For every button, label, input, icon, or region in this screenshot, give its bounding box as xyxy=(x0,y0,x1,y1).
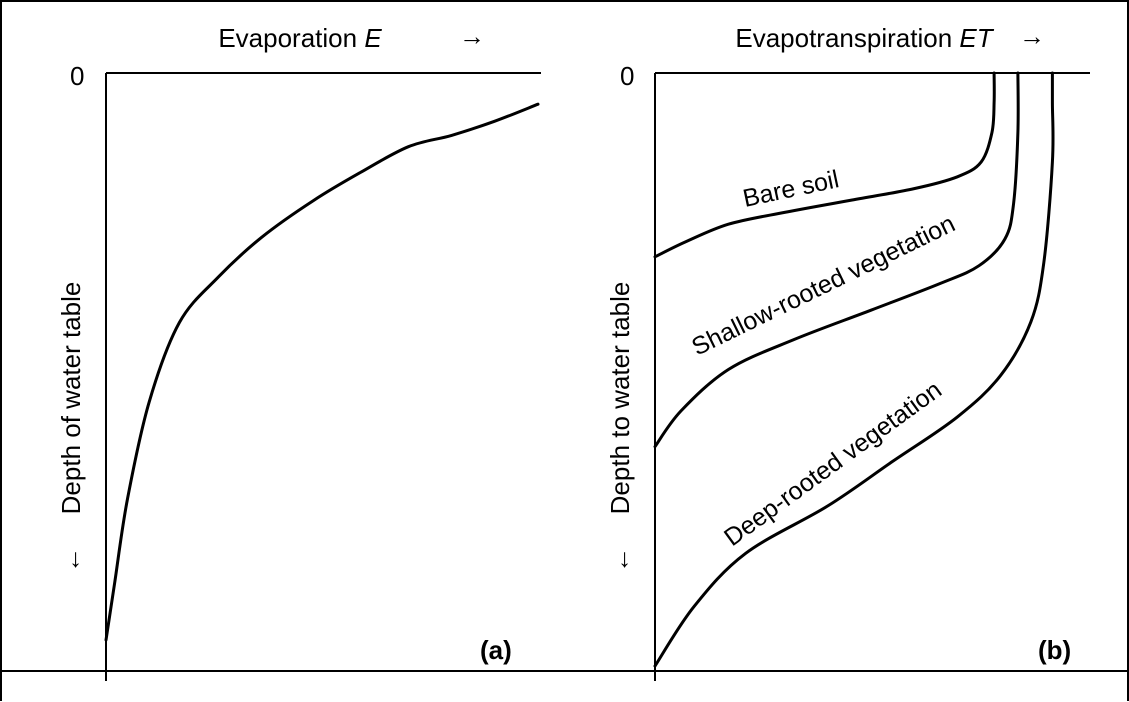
panel-b-x-label-text: Evapotranspiration xyxy=(735,23,952,53)
panel-b-y-tick-0: 0 xyxy=(620,61,634,91)
panel-b-label: (b) xyxy=(1038,635,1071,665)
panel-b-shallow-rooted-curve xyxy=(653,71,1020,449)
panel-b-y-label: Depth to water table xyxy=(605,282,635,515)
panel-a-evaporation-curve xyxy=(104,102,540,642)
panel-a-x-label-symbol: E xyxy=(364,23,382,53)
panel-a-label: (a) xyxy=(480,635,512,665)
panel-b-x-label-symbol: ET xyxy=(959,23,994,53)
panel-a: 0 Evaporation E → Depth of water table ←… xyxy=(56,21,541,681)
panel-b-bare-soil-curve xyxy=(653,71,996,259)
panel-b-shallow-rooted-label: Shallow-rooted vegetation xyxy=(687,210,959,362)
panel-a-x-label: Evaporation E xyxy=(218,23,382,53)
panel-b-y-arrow: ← xyxy=(605,547,635,573)
panel-a-x-label-text: Evaporation xyxy=(218,23,357,53)
panel-b-deep-rooted-label: Deep-rooted vegetation xyxy=(719,376,947,552)
panel-b-x-label: Evapotranspiration ET xyxy=(735,23,994,53)
panel-a-y-tick-0: 0 xyxy=(70,61,84,91)
panel-a-y-arrow: ← xyxy=(56,547,86,573)
panel-a-y-label: Depth of water table xyxy=(56,282,86,515)
panel-b-deep-rooted-curve xyxy=(653,71,1055,668)
figure-frame xyxy=(0,0,1129,672)
panel-b-x-arrow: → xyxy=(1019,21,1045,51)
panel-b: 0 Evapotranspiration ET → Depth to water… xyxy=(605,21,1090,681)
panel-a-x-arrow: → xyxy=(459,21,485,51)
